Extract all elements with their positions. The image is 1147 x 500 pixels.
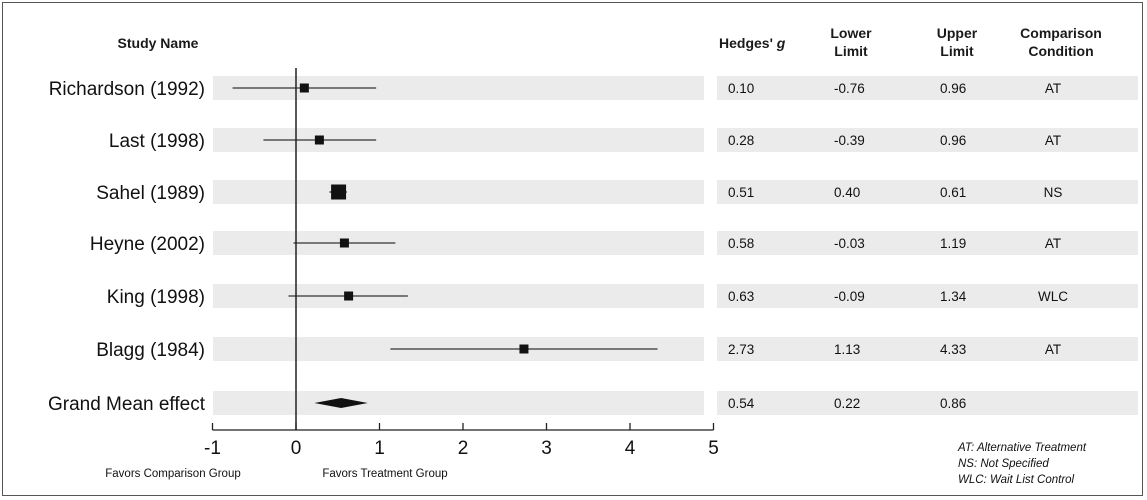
row-band-values bbox=[717, 231, 1138, 255]
header-upper-limit-line1: Upper bbox=[937, 25, 978, 41]
grand-mean-hedges-g-value: 0.54 bbox=[728, 396, 755, 411]
study-name-label: Blagg (1984) bbox=[96, 340, 205, 361]
header-upper-limit-line2: Limit bbox=[940, 43, 974, 59]
row-band-plot bbox=[213, 180, 704, 204]
grand-mean-row: Grand Mean effect 0.54 0.22 0.86 bbox=[48, 394, 966, 415]
header-study-name: Study Name bbox=[118, 35, 199, 51]
study-name-label: Sahel (1989) bbox=[96, 183, 205, 204]
row-band-plot bbox=[213, 231, 704, 255]
upper-limit-value: 0.96 bbox=[940, 81, 966, 96]
study-name-label: King (1998) bbox=[107, 287, 205, 308]
hedges-g-value: 0.63 bbox=[728, 289, 754, 304]
upper-limit-value: 1.34 bbox=[940, 289, 967, 304]
legend-note: NS: Not Specified bbox=[958, 458, 1049, 470]
legend-note: WLC: Wait List Control bbox=[958, 474, 1075, 486]
row-band-plot bbox=[213, 284, 704, 308]
x-axis: -1 0 1 2 3 4 5 Favors Comparison Group Favors Tr… bbox=[105, 68, 719, 480]
hedges-g-value: 2.73 bbox=[728, 342, 754, 357]
hedges-g-value: 0.51 bbox=[728, 185, 754, 200]
x-axis-tick-label: 1 bbox=[374, 438, 385, 459]
column-headers: Study Name Hedges' g Lower Limit Upper L… bbox=[118, 25, 1102, 59]
effect-size-marker bbox=[519, 344, 529, 354]
grand-mean-lower-limit-value: 0.22 bbox=[834, 396, 860, 411]
study-row: King (1998) 0.63 -0.09 1.34 WLC bbox=[107, 287, 1068, 308]
comparison-condition-value: AT bbox=[1045, 236, 1061, 251]
row-band-values bbox=[717, 76, 1138, 100]
header-lower-limit-line1: Lower bbox=[830, 25, 872, 41]
header-comparison-condition-line2: Condition bbox=[1028, 43, 1093, 59]
comparison-condition-value: AT bbox=[1045, 133, 1061, 148]
comparison-condition-value: WLC bbox=[1038, 289, 1068, 304]
effect-size-marker bbox=[339, 238, 349, 248]
study-row: Last (1998) 0.28 -0.39 0.96 AT bbox=[109, 131, 1061, 152]
x-axis-tick-label: 3 bbox=[541, 438, 552, 459]
lower-limit-value: -0.39 bbox=[834, 133, 865, 148]
grand-mean-diamond bbox=[314, 398, 368, 408]
row-band-values bbox=[717, 128, 1138, 152]
hedges-g-value: 0.58 bbox=[728, 236, 754, 251]
comparison-condition-value: AT bbox=[1045, 81, 1061, 96]
grand-mean-upper-limit-value: 0.86 bbox=[940, 396, 966, 411]
study-row: Richardson (1992) 0.10 -0.76 0.96 AT bbox=[49, 79, 1061, 100]
lower-limit-value: -0.09 bbox=[834, 289, 865, 304]
row-band-values bbox=[717, 180, 1138, 204]
grand-mean-label: Grand Mean effect bbox=[48, 394, 206, 415]
upper-limit-value: 4.33 bbox=[940, 342, 966, 357]
study-row: Blagg (1984) 2.73 1.13 4.33 AT bbox=[96, 340, 1061, 361]
row-band-values bbox=[717, 284, 1138, 308]
lower-limit-value: 1.13 bbox=[834, 342, 860, 357]
study-name-label: Heyne (2002) bbox=[90, 234, 205, 255]
lower-limit-value: 0.40 bbox=[834, 185, 860, 200]
x-axis-tick-label: 4 bbox=[625, 438, 636, 459]
header-hedges-g: Hedges' g bbox=[719, 35, 786, 51]
lower-limit-value: -0.03 bbox=[834, 236, 865, 251]
hedges-g-value: 0.28 bbox=[728, 133, 754, 148]
favors-treatment-label: Favors Treatment Group bbox=[322, 468, 447, 480]
favors-comparison-label: Favors Comparison Group bbox=[105, 468, 241, 480]
study-name-label: Richardson (1992) bbox=[49, 79, 205, 100]
header-lower-limit-line2: Limit bbox=[834, 43, 868, 59]
legend-note: AT: Alternative Treatment bbox=[957, 442, 1087, 454]
effect-size-marker bbox=[314, 135, 324, 145]
study-row: Heyne (2002) 0.58 -0.03 1.19 AT bbox=[90, 234, 1061, 255]
study-row: Sahel (1989) 0.51 0.40 0.61 NS bbox=[96, 183, 1062, 204]
x-axis-tick-label: 2 bbox=[458, 438, 469, 459]
upper-limit-value: 1.19 bbox=[940, 236, 966, 251]
row-bands bbox=[213, 76, 1138, 415]
study-name-label: Last (1998) bbox=[109, 131, 205, 152]
x-axis-tick-label: 0 bbox=[291, 438, 302, 459]
x-axis-tick-label: -1 bbox=[204, 438, 221, 459]
comparison-condition-value: AT bbox=[1045, 342, 1061, 357]
row-band-plot bbox=[213, 391, 704, 415]
row-band-values bbox=[717, 391, 1138, 415]
hedges-g-value: 0.10 bbox=[728, 81, 754, 96]
effect-size-marker bbox=[331, 184, 347, 200]
row-band-values bbox=[717, 337, 1138, 361]
effect-size-marker bbox=[299, 83, 309, 93]
legend-notes: AT: Alternative Treatment NS: Not Specifi… bbox=[957, 442, 1087, 486]
effect-size-marker bbox=[344, 291, 354, 301]
header-comparison-condition-line1: Comparison bbox=[1020, 25, 1102, 41]
comparison-condition-value: NS bbox=[1044, 185, 1063, 200]
upper-limit-value: 0.96 bbox=[940, 133, 966, 148]
upper-limit-value: 0.61 bbox=[940, 185, 966, 200]
x-axis-tick-label: 5 bbox=[708, 438, 719, 459]
lower-limit-value: -0.76 bbox=[834, 81, 865, 96]
